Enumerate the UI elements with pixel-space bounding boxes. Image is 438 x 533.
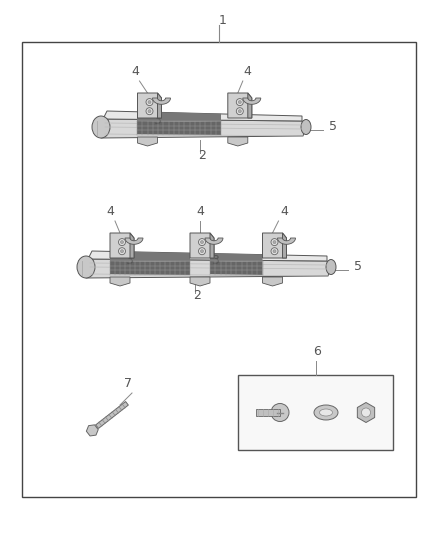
Polygon shape [103, 111, 302, 121]
Text: 1: 1 [219, 13, 227, 27]
Ellipse shape [326, 260, 336, 274]
Polygon shape [248, 93, 252, 118]
Polygon shape [152, 98, 170, 104]
Text: 6: 6 [314, 345, 321, 358]
Text: 7: 7 [124, 377, 132, 390]
Polygon shape [110, 261, 190, 275]
Polygon shape [228, 137, 248, 146]
Text: 3: 3 [153, 114, 161, 127]
Polygon shape [205, 238, 223, 244]
Circle shape [271, 239, 278, 246]
Polygon shape [138, 137, 158, 146]
Polygon shape [98, 119, 306, 138]
Circle shape [198, 248, 205, 255]
Circle shape [273, 249, 276, 253]
Bar [238, 375, 393, 450]
Circle shape [146, 108, 153, 115]
Text: 3: 3 [125, 254, 133, 267]
Polygon shape [190, 277, 210, 286]
Circle shape [236, 99, 243, 106]
Circle shape [201, 240, 204, 244]
Polygon shape [190, 233, 214, 258]
Circle shape [148, 101, 151, 103]
Ellipse shape [314, 405, 338, 420]
Circle shape [120, 240, 124, 244]
Circle shape [238, 110, 241, 112]
Polygon shape [83, 259, 331, 278]
Polygon shape [137, 112, 221, 122]
Circle shape [146, 99, 153, 106]
Circle shape [119, 239, 126, 246]
Bar [22, 42, 416, 497]
Text: 4: 4 [281, 205, 289, 218]
Ellipse shape [319, 409, 332, 416]
Polygon shape [158, 93, 162, 118]
Polygon shape [210, 253, 262, 262]
Text: 2: 2 [198, 149, 206, 162]
Polygon shape [228, 93, 252, 118]
Circle shape [271, 248, 278, 255]
Polygon shape [210, 261, 262, 275]
Circle shape [361, 408, 371, 417]
Text: 4: 4 [244, 65, 252, 78]
Ellipse shape [92, 116, 110, 138]
Polygon shape [110, 252, 190, 262]
Polygon shape [138, 93, 162, 118]
Text: 2: 2 [193, 289, 201, 302]
Circle shape [236, 108, 243, 115]
Polygon shape [210, 233, 214, 258]
Circle shape [120, 249, 124, 253]
Polygon shape [110, 233, 134, 258]
Text: 5: 5 [329, 120, 337, 133]
Ellipse shape [77, 256, 95, 278]
Circle shape [148, 110, 151, 112]
Circle shape [238, 101, 241, 103]
Ellipse shape [301, 119, 311, 134]
Text: 4: 4 [131, 65, 139, 78]
Text: 3: 3 [211, 254, 219, 267]
Polygon shape [130, 233, 134, 258]
Polygon shape [137, 121, 221, 135]
Polygon shape [262, 233, 286, 258]
Text: 4: 4 [106, 205, 114, 218]
Polygon shape [125, 238, 143, 244]
Polygon shape [256, 409, 280, 416]
Circle shape [271, 403, 289, 422]
Polygon shape [95, 401, 128, 429]
Polygon shape [262, 277, 283, 286]
Circle shape [201, 249, 204, 253]
Text: 5: 5 [354, 260, 362, 273]
Polygon shape [86, 425, 98, 436]
Text: 4: 4 [196, 205, 204, 218]
Polygon shape [110, 277, 130, 286]
Polygon shape [243, 98, 261, 104]
Polygon shape [283, 233, 286, 258]
Polygon shape [88, 251, 327, 261]
Circle shape [273, 240, 276, 244]
Circle shape [119, 248, 126, 255]
Circle shape [198, 239, 205, 246]
Polygon shape [357, 402, 374, 423]
Polygon shape [278, 238, 296, 244]
